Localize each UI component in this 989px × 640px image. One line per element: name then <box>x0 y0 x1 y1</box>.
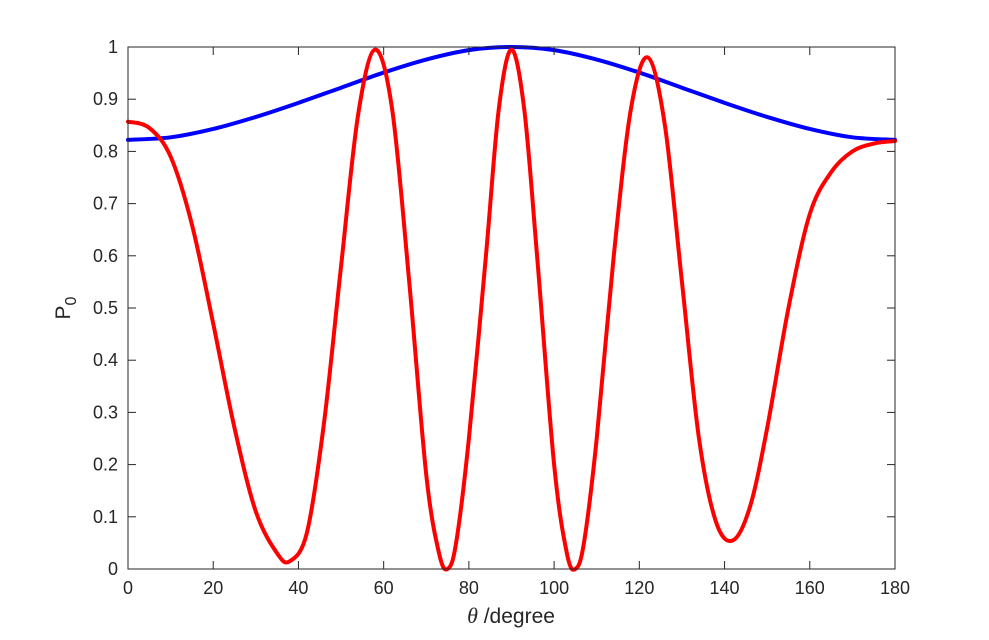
y-axis-label-main: P <box>52 305 75 319</box>
series-line-2 <box>126 47 897 572</box>
x-tick-label: 180 <box>880 578 910 598</box>
x-axis-label-text: /degree <box>478 605 555 628</box>
x-tick-label: 60 <box>374 578 394 598</box>
x-tick-label: 20 <box>203 578 223 598</box>
x-tick-label: 40 <box>288 578 308 598</box>
y-tick-label: 0 <box>108 559 118 579</box>
y-tick-label: 0.8 <box>93 141 118 161</box>
x-tick-label: 160 <box>795 578 825 598</box>
y-tick-label: 0.4 <box>93 350 118 370</box>
y-tick-label: 0.9 <box>93 89 118 109</box>
y-tick-label: 0.6 <box>93 246 118 266</box>
y-tick-label: 0.1 <box>93 507 118 527</box>
y-tick-label: 0.5 <box>93 298 118 318</box>
x-tick-labels: 0 20 40 60 80 100 120 140 160 180 <box>123 578 910 598</box>
y-tick-label: 0.3 <box>93 402 118 422</box>
x-tick-label: 0 <box>123 578 133 598</box>
y-axis-label-subscript: 0 <box>63 296 80 305</box>
y-tick-label: 0.7 <box>93 194 118 214</box>
x-tick-label: 140 <box>710 578 740 598</box>
y-axis-label: P0 <box>52 296 80 319</box>
axis-ticks <box>127 46 896 570</box>
y-tick-label: 0.2 <box>93 455 118 475</box>
y-tick-labels: 0 0.1 0.2 0.3 0.4 0.5 0.6 0.7 0.8 0.9 1 <box>93 37 118 579</box>
x-tick-label: 120 <box>624 578 654 598</box>
y-tick-label: 1 <box>108 37 118 57</box>
x-axis-label: θ /degree <box>467 603 555 628</box>
x-tick-label: 80 <box>459 578 479 598</box>
x-axis-label-symbol: θ <box>467 603 478 628</box>
x-tick-label: 100 <box>539 578 569 598</box>
